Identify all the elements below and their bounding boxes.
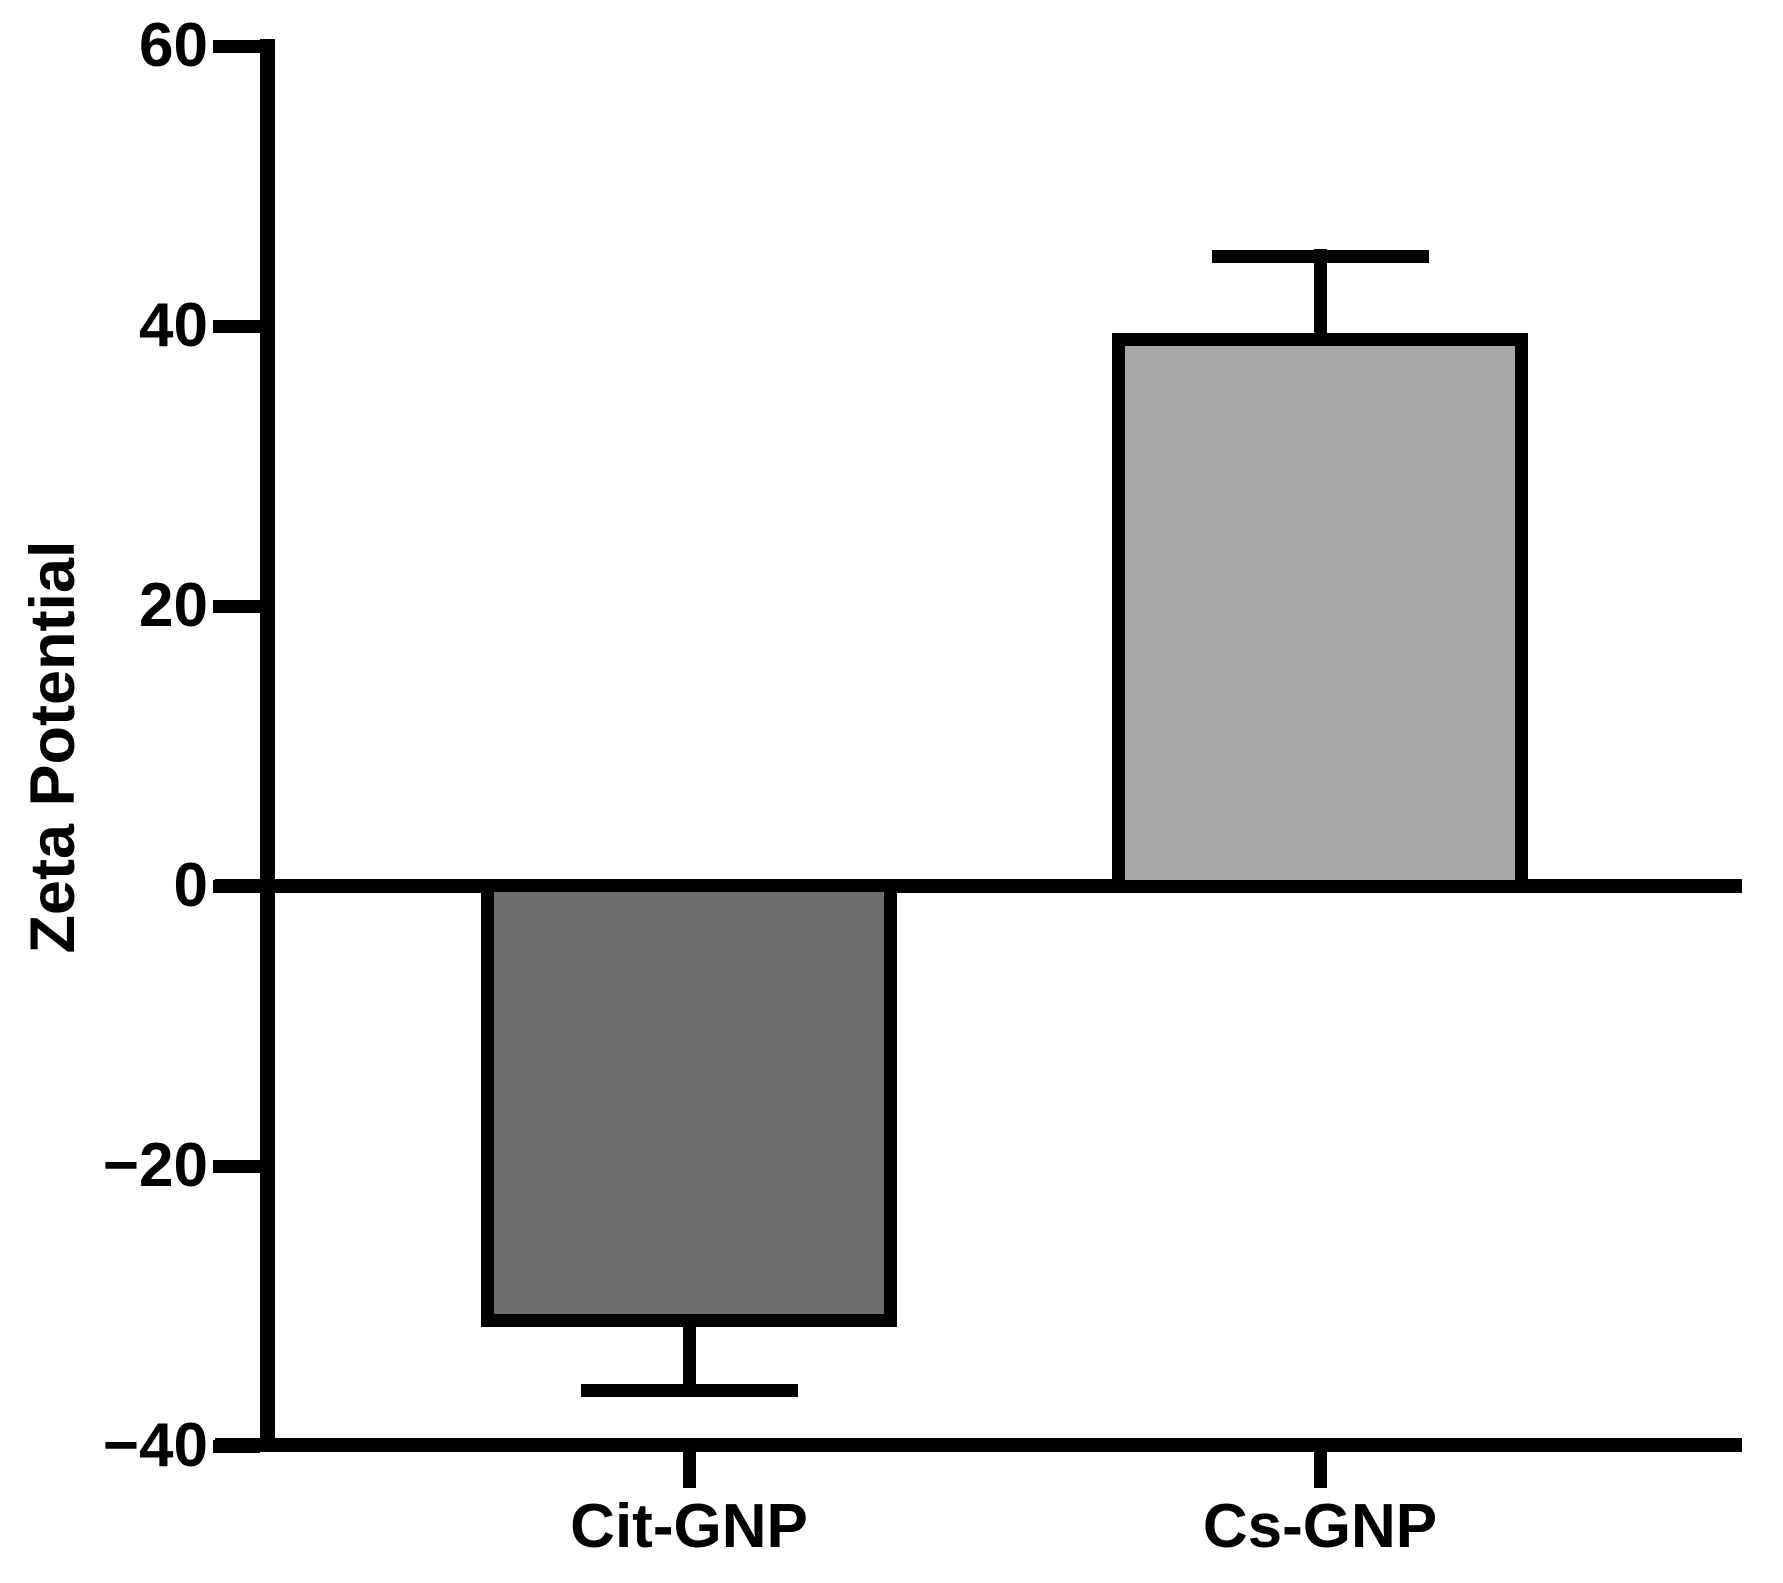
x-tick-mark-cs-gnp (1313, 1452, 1327, 1488)
x-tick-mark-cit-gnp (682, 1452, 696, 1488)
y-tick-mark (213, 599, 260, 613)
y-tick-mark (213, 879, 260, 893)
y-tick-mark (213, 1159, 260, 1173)
y-axis-title: Zeta Potential (18, 540, 88, 954)
y-tick-label: 60 (139, 11, 208, 80)
bar-cs-gnp (1112, 333, 1528, 893)
y-tick-label: −40 (102, 1411, 208, 1480)
y-tick-label: 20 (139, 571, 208, 640)
error-bar-cap-cit-gnp (580, 1383, 798, 1397)
x-axis-line (215, 1438, 1742, 1452)
y-tick-label: −20 (102, 1131, 208, 1200)
y-axis-line (260, 39, 275, 1452)
y-tick-mark (213, 319, 260, 333)
x-category-label-cit-gnp: Cit-GNP (570, 1492, 808, 1561)
y-tick-label: 0 (173, 851, 208, 920)
error-bar-stem-cit-gnp (682, 1320, 696, 1397)
x-category-label-cs-gnp: Cs-GNP (1202, 1492, 1438, 1561)
error-bar-stem-cs-gnp (1313, 249, 1327, 340)
y-tick-mark (213, 39, 260, 53)
y-tick-label: 40 (139, 291, 208, 360)
y-tick-mark (213, 1439, 260, 1453)
error-bar-cap-cs-gnp (1211, 249, 1429, 263)
bar-cit-gnp (481, 879, 897, 1327)
